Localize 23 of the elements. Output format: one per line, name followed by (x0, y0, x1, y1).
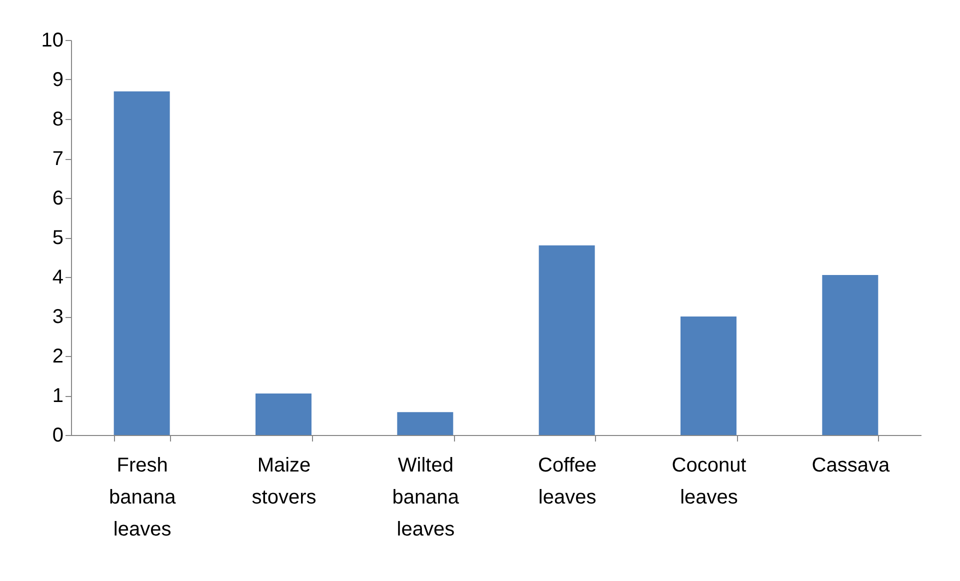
y-tick-label: 9 (52, 69, 64, 91)
y-tick-label: 0 (52, 424, 64, 446)
y-tick-label: 7 (52, 148, 64, 170)
bar (256, 394, 312, 435)
y-tick-label: 4 (52, 266, 64, 288)
y-tick-label: 5 (52, 227, 64, 249)
bar (397, 412, 454, 435)
bar (114, 91, 170, 435)
y-tick-label: 8 (52, 108, 64, 130)
bar (822, 275, 878, 435)
y-tick-label: 3 (52, 306, 64, 328)
y-tick-label: 1 (52, 385, 64, 407)
x-tick-label: Coconut leaves (672, 454, 747, 508)
x-tick-label: Coffee leaves (538, 454, 597, 508)
y-tick-label: 10 (41, 30, 64, 52)
x-tick-label: Cassava (812, 454, 890, 476)
x-tick-label: Maize stovers (252, 454, 316, 508)
y-tick-label: 2 (52, 346, 64, 368)
x-tick-label: Wilted banana leaves (392, 454, 460, 540)
bar (538, 245, 595, 435)
y-tick-label: 6 (52, 188, 64, 210)
x-tick-label: Fresh banana leaves (108, 454, 177, 540)
bar (680, 316, 736, 435)
